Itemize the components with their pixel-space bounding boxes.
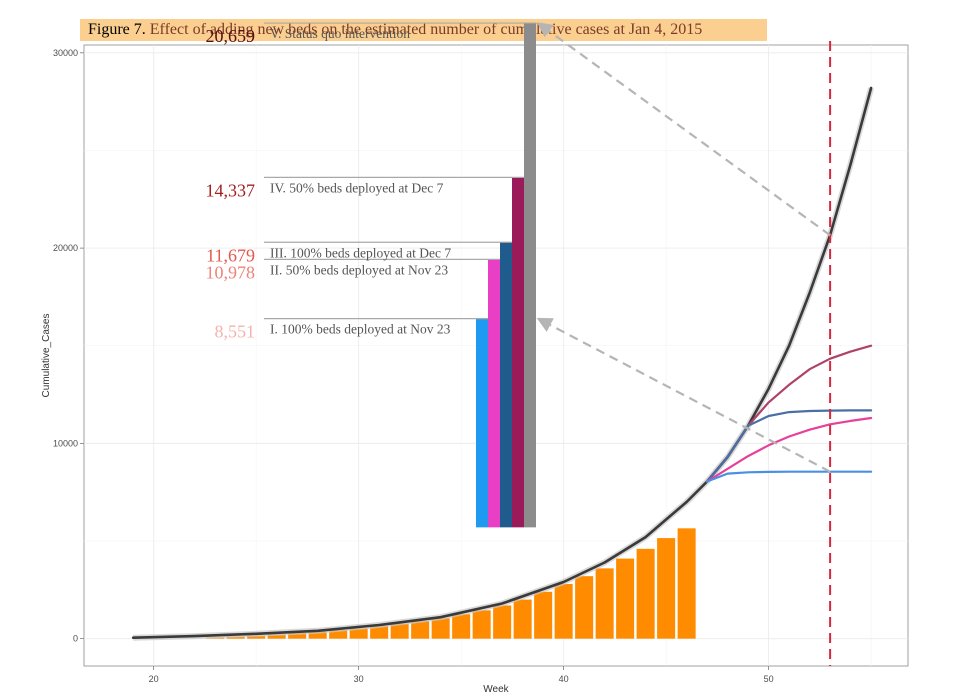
- inset-bar: [488, 259, 500, 528]
- inset-arrow-100pct-nov23: [536, 317, 831, 473]
- observed-bar: [267, 634, 286, 639]
- inset-value-label: 11,679: [206, 245, 255, 265]
- observed-bar: [554, 583, 573, 639]
- inset-bar-label: IV. 50% beds deployed at Dec 7: [270, 180, 444, 195]
- x-tick-label: 40: [559, 674, 569, 684]
- observed-bar: [677, 528, 696, 639]
- y-tick-label: 10000: [53, 438, 78, 448]
- observed-bar: [411, 621, 430, 639]
- observed-bar: [616, 558, 635, 639]
- series-line: [705, 470, 873, 483]
- observed-bar: [390, 623, 409, 639]
- inset-bar: [512, 177, 524, 528]
- observed-bar: [595, 568, 614, 639]
- y-axis-label: Cumulative_Cases: [41, 314, 52, 398]
- inset-bar-label: II. 50% beds deployed at Nov 23: [270, 262, 448, 277]
- x-tick-label: 20: [149, 674, 159, 684]
- observed-bar: [349, 628, 368, 639]
- observed-bar: [636, 548, 655, 639]
- series-line: [705, 416, 873, 483]
- inset-value-label: 8,551: [215, 322, 256, 342]
- inset-bar-label: III. 100% beds deployed at Dec 7: [270, 245, 451, 260]
- observed-bar: [288, 632, 307, 639]
- observed-bar: [247, 635, 266, 639]
- x-tick-label: 30: [354, 674, 364, 684]
- x-axis-label: Week: [483, 684, 509, 695]
- x-tick-label: 50: [764, 674, 774, 684]
- y-tick-label: 20000: [53, 243, 78, 253]
- observed-bar: [534, 591, 553, 639]
- observed-bar: [513, 599, 532, 639]
- observed-bar: [370, 626, 389, 639]
- y-tick-label: 0: [73, 634, 78, 644]
- inset-value-label: 20,659: [206, 26, 256, 46]
- inset-arrow-status-quo: [536, 22, 831, 237]
- figure-title-text: Effect of adding new beds on the estimat…: [149, 21, 703, 38]
- inset-bar: [524, 23, 536, 528]
- figure-label: Figure 7.: [88, 21, 146, 38]
- observed-bar: [308, 631, 327, 639]
- inset-value-label: 10,978: [206, 262, 256, 282]
- inset-bar: [476, 318, 488, 528]
- figure-title: Figure 7. Effect of adding new beds on t…: [80, 19, 767, 41]
- observed-bar: [472, 610, 491, 639]
- observed-bar: [493, 605, 512, 639]
- observed-bar: [657, 538, 676, 639]
- observed-bar: [575, 576, 594, 639]
- inset-bar-label: I. 100% beds deployed at Nov 23: [270, 322, 451, 337]
- inset-value-label: 14,337: [206, 180, 256, 200]
- series-line: [131, 86, 873, 640]
- observed-bar: [431, 618, 450, 639]
- observed-bar: [226, 636, 245, 639]
- observed-bar: [329, 630, 348, 639]
- inset-bar: [500, 242, 512, 528]
- observed-bar: [452, 614, 471, 639]
- y-tick-label: 30000: [53, 48, 78, 58]
- inset-bar-label: V. Status quo intervention: [270, 26, 410, 41]
- series-line: [705, 409, 873, 483]
